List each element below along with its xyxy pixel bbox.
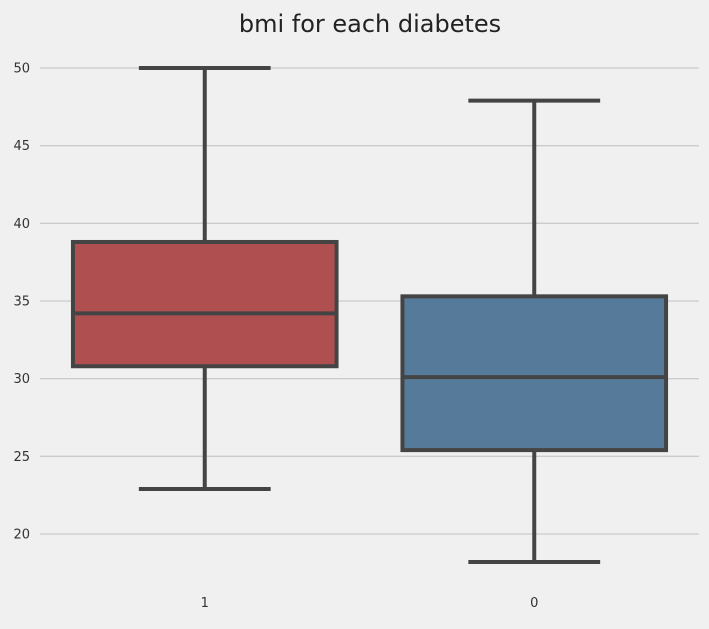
y-tick-label: 40 bbox=[13, 217, 30, 232]
x-tick-label: 1 bbox=[201, 596, 209, 611]
chart-title: bmi for each diabetes bbox=[238, 10, 502, 38]
y-tick-label: 35 bbox=[13, 295, 30, 310]
y-axis: 20 25 30 35 40 45 50 bbox=[13, 62, 30, 543]
box-group bbox=[400, 98, 669, 564]
y-tick-label: 20 bbox=[13, 528, 30, 543]
box-group bbox=[70, 66, 339, 491]
y-tick-label: 30 bbox=[13, 372, 30, 387]
y-tick-label: 25 bbox=[13, 450, 30, 465]
y-tick-label: 50 bbox=[13, 62, 30, 77]
box-iqr bbox=[400, 294, 669, 453]
x-tick-label: 0 bbox=[530, 596, 538, 611]
box-iqr bbox=[70, 239, 339, 369]
y-tick-label: 45 bbox=[13, 139, 30, 154]
boxes-layer bbox=[70, 66, 669, 564]
